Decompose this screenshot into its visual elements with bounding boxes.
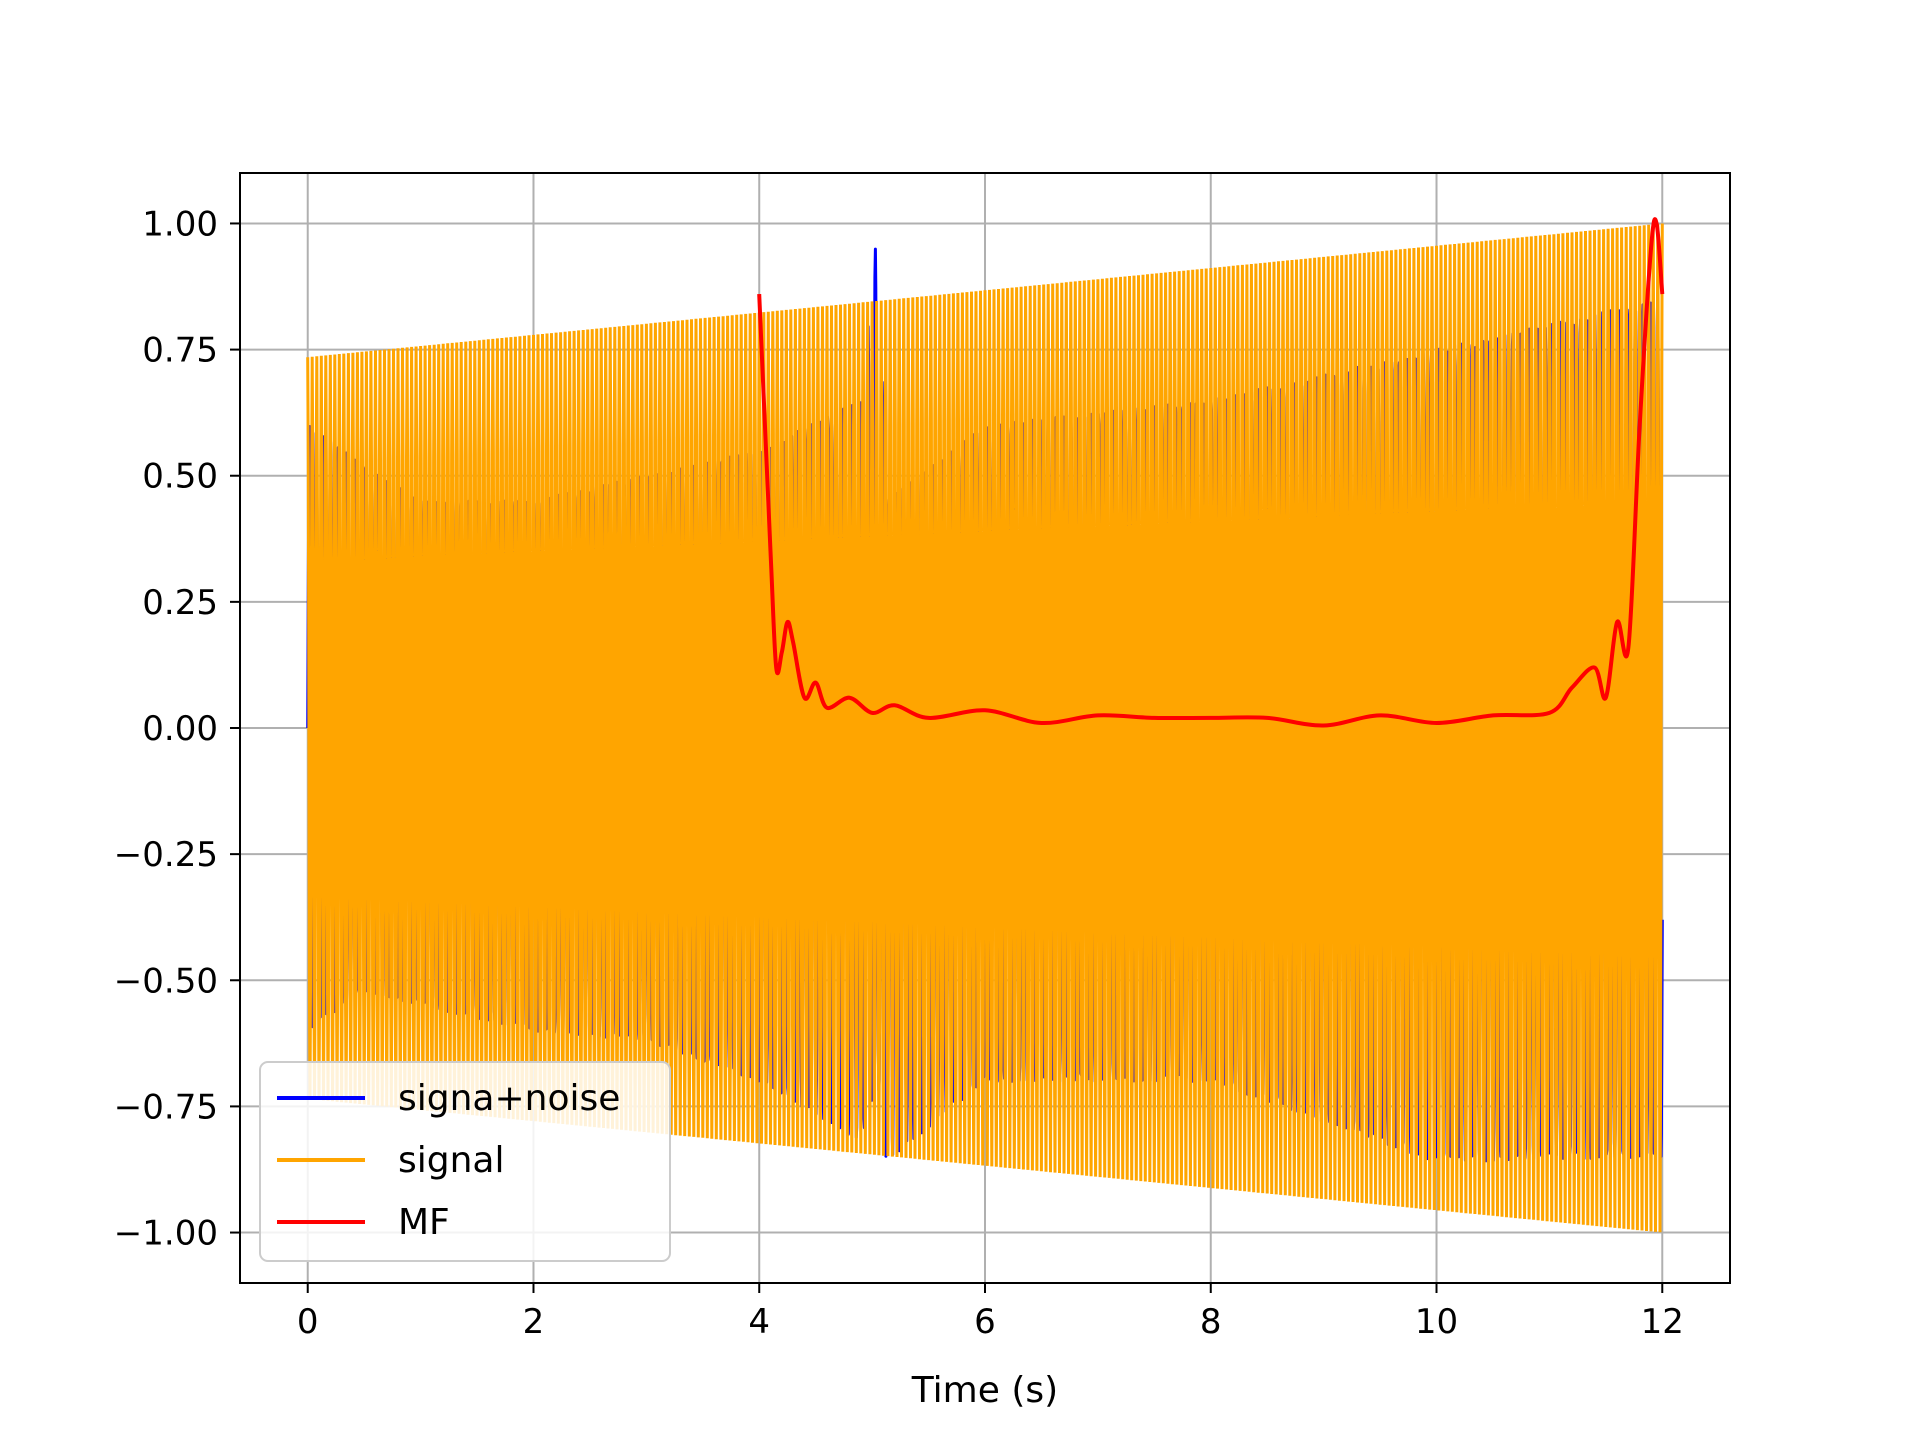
legend: signa+noise signal MF	[259, 1061, 671, 1262]
legend-entry-label: signa+noise	[398, 1078, 620, 1119]
y-tick-label: 1.00	[142, 204, 218, 244]
y-tick-label: 0.50	[142, 457, 218, 497]
x-tick-label: 10	[1415, 1302, 1458, 1342]
legend-entry-label: MF	[398, 1202, 450, 1243]
x-axis-label: Time (s)	[911, 1370, 1058, 1411]
series-mf-line	[757, 217, 1665, 728]
y-tick-label: 0.25	[142, 583, 218, 623]
y-tick-label: 0.00	[142, 709, 218, 749]
series-layer	[306, 217, 1665, 1233]
x-tick-label: 2	[523, 1302, 545, 1342]
y-tick-label: −0.25	[114, 835, 218, 875]
legend-entry-label: signal	[398, 1140, 505, 1181]
x-tick-label: 6	[974, 1302, 996, 1342]
x-tick-label: 8	[1200, 1302, 1222, 1342]
x-tick-label: 4	[748, 1302, 770, 1342]
y-tick-label: 0.75	[142, 331, 218, 371]
y-tick-label: −1.00	[114, 1214, 218, 1254]
x-axis-ticks: 0 2 4 6 8 10 12	[297, 1283, 1684, 1342]
y-tick-label: −0.75	[114, 1087, 218, 1127]
y-axis-ticks: 1.00 0.75 0.50 0.25 0.00 −0.25 −0.50 −0.75 −1.00	[114, 204, 240, 1254]
legend-box	[259, 1061, 671, 1262]
x-tick-label: 12	[1641, 1302, 1684, 1342]
y-tick-label: −0.50	[114, 961, 218, 1001]
series-signal-line	[306, 223, 1664, 1233]
x-tick-label: 0	[297, 1302, 319, 1342]
